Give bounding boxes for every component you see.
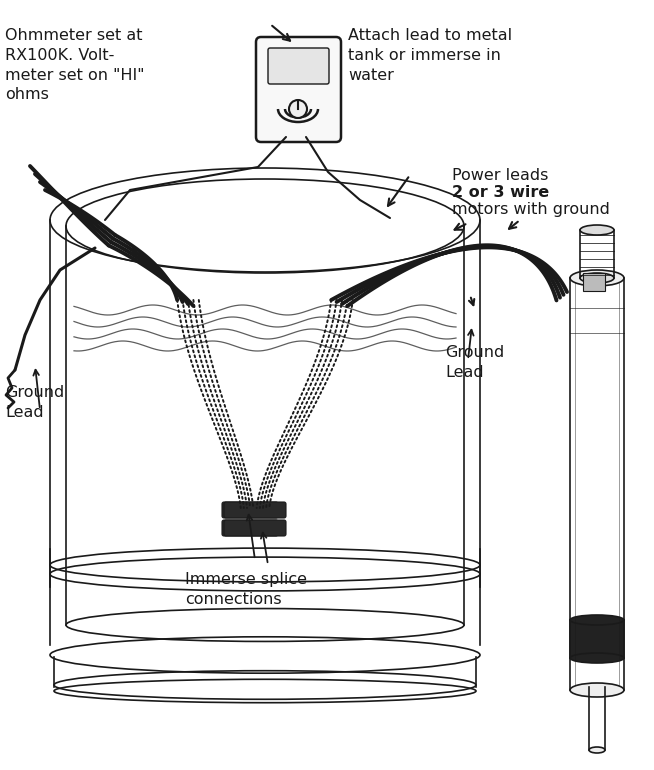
FancyBboxPatch shape <box>268 48 329 84</box>
Text: Immerse splice
connections: Immerse splice connections <box>185 572 307 607</box>
Text: Ground
Lead: Ground Lead <box>445 345 504 380</box>
Ellipse shape <box>570 653 624 663</box>
Ellipse shape <box>570 615 624 625</box>
Text: 2 or 3 wire: 2 or 3 wire <box>452 185 549 200</box>
FancyBboxPatch shape <box>224 502 286 518</box>
Text: Power leads: Power leads <box>452 168 548 183</box>
Text: Ohmmeter set at
RX100K. Volt-
meter set on "HI"
ohms: Ohmmeter set at RX100K. Volt- meter set … <box>5 28 145 102</box>
Bar <box>570 620 624 658</box>
FancyBboxPatch shape <box>222 502 278 518</box>
Circle shape <box>289 100 307 118</box>
Text: Ground
Lead: Ground Lead <box>5 385 64 420</box>
FancyBboxPatch shape <box>222 520 278 536</box>
Ellipse shape <box>580 225 614 235</box>
Text: Attach lead to metal
tank or immerse in
water: Attach lead to metal tank or immerse in … <box>348 28 512 82</box>
Ellipse shape <box>570 683 624 697</box>
Ellipse shape <box>570 270 624 286</box>
Text: motors with ground: motors with ground <box>452 202 610 217</box>
Bar <box>583 273 605 291</box>
Ellipse shape <box>580 273 614 283</box>
Ellipse shape <box>589 747 605 753</box>
FancyBboxPatch shape <box>224 520 286 536</box>
FancyBboxPatch shape <box>256 37 341 142</box>
